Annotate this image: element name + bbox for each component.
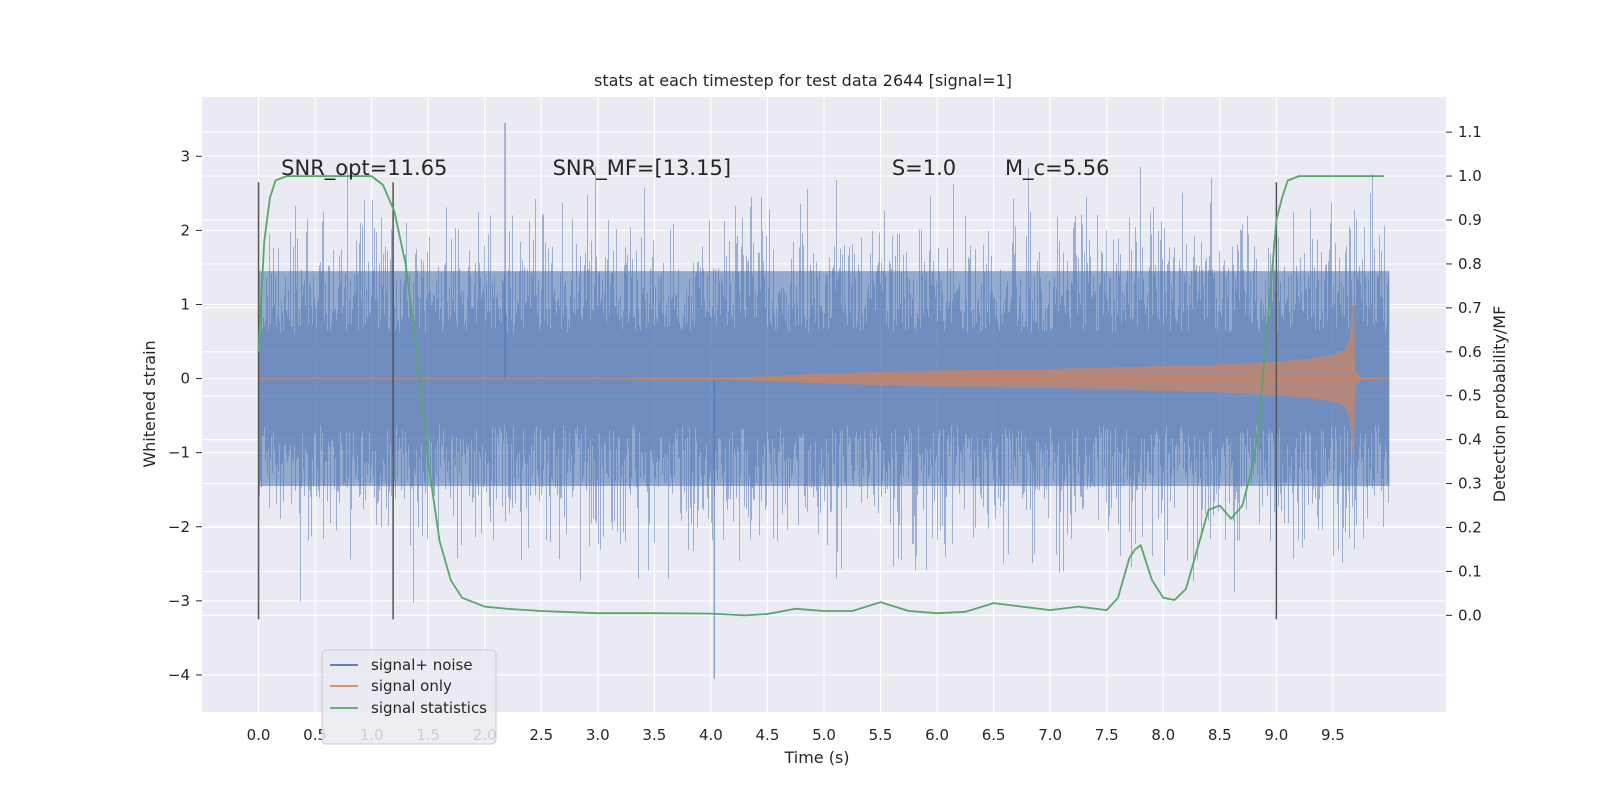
legend-label-signal-noise: signal+ noise (371, 656, 473, 674)
y2-axis-label: Detection probability/MF (1490, 306, 1509, 503)
y-axis-ticks: −4 −3 −2 −1 0 1 2 3 (168, 147, 202, 684)
y-tick-label: 0 (180, 370, 190, 388)
x-tick-label: 0.0 (247, 726, 271, 744)
legend: signal+ noise signal only signal statist… (321, 649, 497, 745)
annotation: M_c=5.56 (1005, 156, 1110, 181)
legend-label-signal-only: signal only (371, 677, 452, 695)
x-tick-label: 5.5 (869, 726, 893, 744)
y-tick-label: −4 (168, 666, 190, 684)
y2-tick-label: 0.0 (1458, 606, 1482, 624)
y2-tick-label: 1.1 (1458, 123, 1482, 141)
y-tick-label: −1 (168, 444, 190, 462)
annotation: S=1.0 (892, 156, 956, 180)
y2-tick-label: 0.5 (1458, 387, 1482, 405)
y-tick-label: −3 (168, 592, 190, 610)
annotation: SNR_opt=11.65 (281, 156, 447, 181)
y2-tick-label: 1.0 (1458, 167, 1482, 185)
x-tick-label: 6.5 (982, 726, 1006, 744)
x-tick-label: 4.0 (699, 726, 723, 744)
y2-axis-ticks: 0.0 0.1 0.2 0.3 0.4 0.5 0.6 0.7 0.8 0.9 1.0 1.1 (1446, 123, 1482, 624)
y2-tick-label: 0.4 (1458, 431, 1482, 449)
x-tick-label: 6.0 (925, 726, 949, 744)
vertical-markers (257, 182, 1278, 620)
y-tick-label: −2 (168, 518, 190, 536)
x-tick-label: 9.5 (1321, 726, 1345, 744)
y2-tick-label: 0.7 (1458, 299, 1482, 317)
statistics-line (257, 175, 1384, 617)
x-tick-label: 2.5 (529, 726, 553, 744)
series-signal-only (258, 293, 1390, 463)
chirp-envelope (258, 293, 1390, 463)
y2-tick-label: 0.2 (1458, 519, 1482, 537)
y2-tick-label: 0.9 (1458, 211, 1482, 229)
x-tick-label: 9.0 (1264, 726, 1288, 744)
x-tick-label: 3.5 (642, 726, 666, 744)
annotation: SNR_MF=[13.15] (553, 156, 731, 181)
x-tick-label: 4.5 (756, 726, 780, 744)
y2-tick-label: 0.8 (1458, 255, 1482, 273)
y-tick-label: 3 (180, 147, 190, 165)
legend-box (321, 649, 497, 745)
annotations: SNR_opt=11.65 SNR_MF=[13.15] S=1.0 M_c=5.56 (281, 156, 1109, 181)
x-tick-label: 7.0 (1038, 726, 1062, 744)
y2-tick-label: 0.6 (1458, 343, 1482, 361)
y-tick-label: 2 (180, 221, 190, 239)
x-tick-label: 5.0 (812, 726, 836, 744)
x-tick-label: 3.0 (586, 726, 610, 744)
x-tick-label: 7.5 (1095, 726, 1119, 744)
y2-tick-label: 0.1 (1458, 562, 1482, 580)
x-tick-label: 8.0 (1151, 726, 1175, 744)
y-axis-label: Whitened strain (140, 340, 159, 467)
y2-tick-label: 0.3 (1458, 475, 1482, 493)
y-tick-label: 1 (180, 295, 190, 313)
x-tick-label: 8.5 (1208, 726, 1232, 744)
x-tick-label: 0.5 (303, 726, 327, 744)
chart-title: stats at each timestep for test data 264… (594, 71, 1012, 90)
legend-label-signal-statistics: signal statistics (371, 699, 487, 717)
x-axis-label: Time (s) (783, 748, 849, 767)
series-signal-statistics (257, 175, 1384, 617)
